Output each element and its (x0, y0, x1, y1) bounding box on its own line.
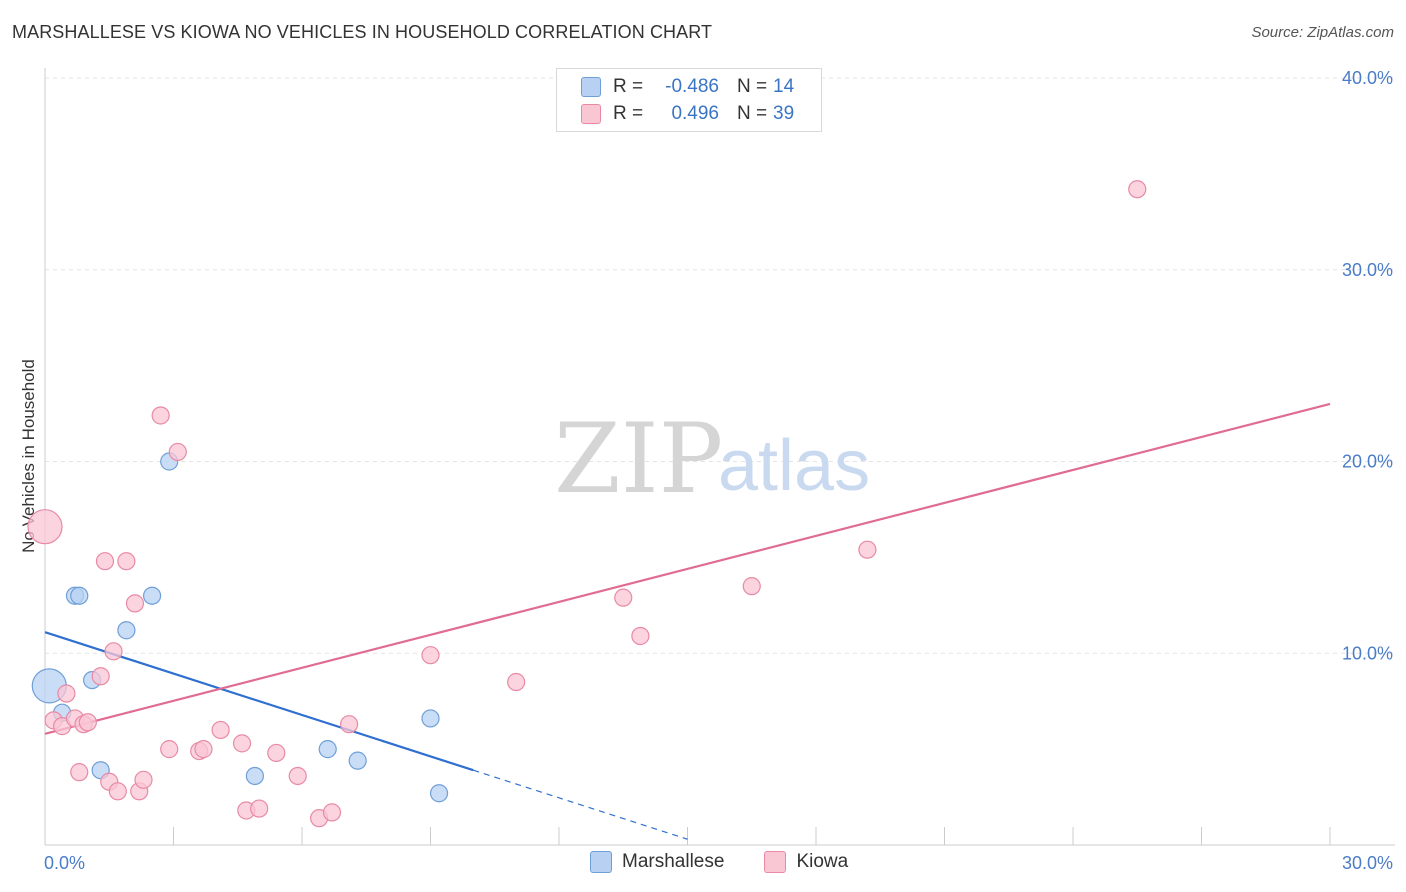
point-kiowa (57, 684, 76, 703)
point-kiowa (95, 552, 115, 571)
y-axis-label: No Vehicles in Household (19, 359, 38, 553)
series-legend-label: Kiowa (796, 851, 849, 872)
legend-r-value: 0.496 (671, 103, 719, 124)
point-kiowa (117, 552, 136, 571)
series-legend: Marshallese Kiowa (590, 851, 888, 873)
point-kiowa (125, 594, 145, 613)
point-marshallese (245, 766, 264, 786)
series-legend-label: Marshallese (622, 851, 725, 872)
point-kiowa (507, 672, 526, 692)
point-kiowa (134, 770, 153, 789)
y-tick-label: 10.0% (1342, 643, 1393, 663)
data-points (27, 180, 1147, 828)
point-kiowa (232, 734, 252, 753)
point-kiowa (858, 540, 877, 559)
series-legend-marshallese[interactable]: Marshallese (590, 851, 724, 873)
legend-r-label: R = (613, 103, 644, 124)
point-kiowa (322, 803, 342, 822)
legend-r-label: R = (613, 76, 644, 97)
point-kiowa (151, 406, 170, 425)
series-legend-kiowa[interactable]: Kiowa (764, 851, 848, 873)
legend-r-value: -0.486 (665, 76, 719, 97)
point-kiowa (631, 626, 650, 646)
point-kiowa (104, 642, 123, 661)
trend-line-extension (473, 769, 688, 840)
legend-swatch-marshallese (581, 77, 601, 97)
point-kiowa (288, 766, 307, 786)
point-marshallese (421, 709, 440, 728)
watermark: ZIP atlas (554, 403, 870, 515)
point-kiowa (742, 577, 761, 596)
legend-n-label: N = (737, 76, 768, 97)
x-tick-label: 30.0% (1342, 853, 1393, 873)
point-kiowa (340, 715, 359, 734)
point-kiowa (168, 442, 187, 462)
legend-swatch-kiowa (581, 104, 601, 124)
watermark-zip: ZIP (554, 403, 723, 515)
gridlines (45, 77, 1395, 654)
legend-n-value: 39 (773, 103, 795, 124)
point-kiowa (70, 763, 89, 782)
y-tick-label: 30.0% (1342, 260, 1393, 280)
point-kiowa (27, 509, 63, 545)
legend-row-marshallese: R = -0.486 N = 14 (581, 74, 794, 100)
point-kiowa (160, 740, 179, 759)
chart-title: MARSHALLESE VS KIOWA NO VEHICLES IN HOUS… (12, 22, 713, 42)
point-kiowa (91, 667, 110, 686)
point-kiowa (421, 646, 440, 665)
legend-row-kiowa: R = 0.496 N = 39 (581, 101, 794, 127)
point-marshallese (429, 784, 449, 803)
point-kiowa (211, 720, 230, 740)
point-kiowa (267, 743, 286, 763)
legend-n-value: 14 (773, 76, 795, 97)
point-marshallese (117, 621, 136, 640)
point-kiowa (194, 740, 213, 759)
point-marshallese (318, 740, 337, 759)
y-tick-label: 40.0% (1342, 68, 1393, 88)
source-label: Source: ZipAtlas.com (1251, 24, 1394, 41)
point-kiowa (250, 799, 269, 818)
x-tick-label: 0.0% (44, 853, 85, 873)
watermark-atlas: atlas (718, 426, 870, 506)
point-kiowa (108, 782, 127, 801)
y-tick-label: 20.0% (1342, 452, 1393, 472)
point-kiowa (614, 588, 633, 607)
correlation-legend: R = -0.486 N = 14 R = 0.496 N = 39 (556, 68, 822, 132)
legend-n-label: N = (737, 103, 768, 124)
tick-labels: 10.0% 20.0% 30.0% 40.0% 0.0% 30.0% (44, 68, 1393, 873)
trend-line-kiowa (44, 402, 1331, 735)
point-marshallese (348, 751, 367, 770)
series-swatch-kiowa (764, 851, 787, 873)
series-swatch-marshallese (590, 851, 612, 873)
axes (44, 68, 1395, 846)
point-marshallese (70, 586, 89, 605)
point-marshallese (142, 586, 162, 605)
point-kiowa (78, 713, 97, 732)
point-kiowa (1128, 180, 1147, 199)
